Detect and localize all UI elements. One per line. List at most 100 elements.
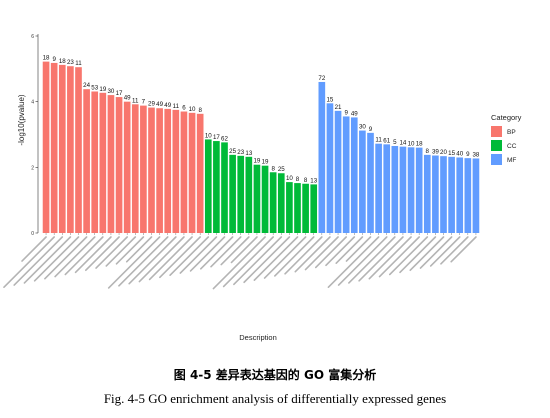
x-tick-label-illegible: [294, 236, 331, 273]
y-tick-label: 4: [31, 100, 34, 106]
bar-cc: [286, 182, 293, 233]
x-tick-label-illegible: [368, 236, 412, 280]
bar-value-label: 9: [52, 56, 56, 63]
bar-bp: [140, 105, 147, 233]
bar-value-label: 61: [383, 137, 390, 144]
bar-value-label: 18: [416, 141, 423, 148]
x-tick-label-illegible: [399, 236, 437, 274]
bar-value-label: 5: [393, 139, 397, 146]
bar-value-label: 8: [304, 177, 308, 184]
bar-cc: [213, 141, 220, 233]
x-tick-label-illegible: [358, 236, 404, 282]
y-tick-label: 2: [31, 165, 34, 171]
x-tick-label-illegible: [314, 236, 347, 269]
bar-value-label: 49: [351, 110, 358, 117]
x-tick-label-illegible: [440, 236, 469, 265]
bar-value-label: 8: [426, 148, 430, 155]
x-tick-label-illegible: [243, 236, 291, 284]
bar-value-label: 11: [75, 60, 82, 67]
bar-value-label: 19: [253, 158, 260, 165]
bar-value-label: 21: [335, 104, 342, 111]
x-tick-label-illegible: [33, 236, 80, 282]
x-tick-label-illegible: [348, 236, 396, 284]
figure-caption-chinese: 图 4-5 差异表达基因的 GO 富集分析: [173, 368, 377, 382]
x-tick-label-illegible: [230, 236, 258, 264]
x-tick-label-illegible: [74, 236, 112, 274]
bar-bp: [107, 95, 115, 233]
legend-swatch-cc: [491, 140, 502, 151]
bar-value-label: 11: [375, 137, 382, 144]
bar-value-label: 8: [198, 107, 202, 114]
x-tick-label-illegible: [409, 236, 445, 272]
bar-value-label: 40: [456, 150, 463, 157]
bar-cc: [277, 173, 285, 233]
bar-mf: [432, 155, 439, 233]
bar-value-label: 17: [116, 90, 123, 97]
bar-cc: [269, 172, 277, 233]
y-axis-ticks: 0 2 4 6: [31, 34, 38, 237]
x-tick-label-illegible: [125, 236, 153, 263]
bar-value-label: 9: [369, 126, 373, 133]
bar-value-label: 25: [229, 148, 236, 155]
bar-bp: [131, 104, 139, 233]
x-tick-label-illegible: [220, 236, 250, 266]
x-tick-label-illegible: [3, 236, 55, 288]
bar-mf: [318, 81, 326, 233]
x-tick-label-illegible: [107, 236, 161, 289]
x-tick-label-illegible: [115, 236, 145, 265]
bar-value-label: 62: [221, 135, 228, 142]
x-tick-label-illegible: [179, 236, 218, 274]
bar-bp: [75, 67, 82, 233]
bar-bp: [50, 62, 58, 233]
bar-value-label: 18: [59, 58, 66, 65]
x-tick-label-illegible: [21, 236, 47, 262]
bar-value-label: 30: [107, 88, 114, 95]
x-tick-label-illegible: [13, 236, 64, 286]
bar-cc: [310, 184, 318, 233]
x-tick-label-illegible: [85, 236, 120, 272]
legend-swatch-bp: [491, 126, 502, 137]
bar-value-label: 49: [124, 95, 131, 102]
bar-bp: [115, 97, 123, 233]
x-tick-label-illegible: [23, 236, 72, 284]
bar-value-label: 10: [408, 140, 415, 147]
x-tick-label-illegible: [210, 236, 242, 268]
x-tick-label-illegible: [44, 236, 88, 280]
bar-mf: [415, 147, 423, 233]
bar-value-label: 10: [205, 132, 212, 139]
bar-value-label: 53: [91, 84, 98, 91]
bar-value-label: 11: [173, 103, 180, 110]
bar-value-label: 10: [189, 106, 196, 113]
bar-bp: [91, 91, 99, 233]
x-tick-label-illegible: [148, 236, 193, 281]
x-tick-label-illegible: [419, 236, 453, 269]
bar-value-label: 38: [472, 151, 479, 158]
x-tick-label-illegible: [222, 236, 274, 288]
bar-value-label: 18: [43, 55, 50, 62]
legend-label-bp: BP: [507, 129, 516, 136]
x-axis-label: Description: [239, 333, 277, 342]
bar-value-label: 39: [432, 149, 439, 156]
bar-bp: [83, 89, 90, 233]
x-tick-label-illegible: [189, 236, 226, 272]
bar-mf: [342, 116, 350, 233]
bar-bp: [99, 92, 107, 233]
bar-mf: [359, 130, 366, 233]
bar-mf: [407, 147, 415, 233]
bar-bp: [164, 108, 172, 233]
y-tick-label: 0: [31, 231, 34, 237]
legend-swatch-mf: [491, 154, 502, 165]
bar-value-label: 24: [83, 82, 90, 89]
bar-bp: [123, 101, 131, 234]
bar-mf: [350, 117, 358, 233]
bar-cc: [261, 165, 269, 233]
figure-caption-english: Fig. 4-5 GO enrichment analysis of diffe…: [103, 391, 447, 406]
x-tick-label-illegible: [263, 236, 307, 279]
bar-value-label: 13: [245, 150, 252, 157]
bar-mf: [326, 103, 334, 233]
bar-value-label: 10: [286, 175, 293, 182]
bar-value-label: 72: [318, 75, 325, 82]
x-tick-label-illegible: [212, 236, 266, 290]
